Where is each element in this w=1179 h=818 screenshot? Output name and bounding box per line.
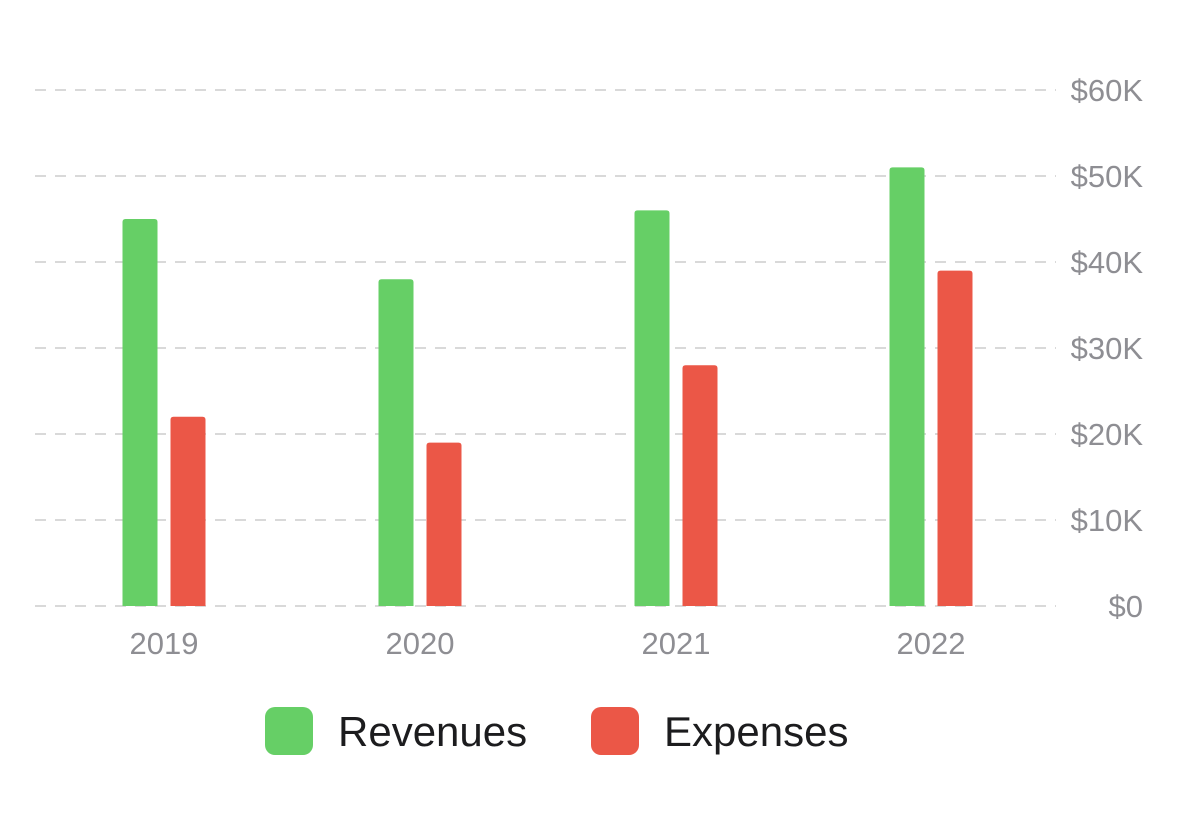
bar-expenses-2021 bbox=[682, 365, 718, 606]
x-axis-tick-labels: 2019 2020 2021 2022 bbox=[130, 626, 966, 661]
bar-revenues-2019 bbox=[122, 219, 158, 606]
bar-expenses-2019 bbox=[170, 416, 206, 606]
bar-expenses-2022 bbox=[937, 270, 973, 606]
bars bbox=[122, 167, 973, 606]
legend-swatch bbox=[591, 707, 639, 755]
y-tick-label: $40K bbox=[1071, 245, 1144, 280]
y-tick-label: $20K bbox=[1071, 417, 1144, 452]
bar-revenues-2020 bbox=[378, 279, 414, 606]
y-tick-label: $60K bbox=[1071, 73, 1144, 108]
bar-revenues-2021 bbox=[634, 210, 670, 606]
legend-item-revenues: Revenues bbox=[265, 707, 527, 755]
y-tick-label: $30K bbox=[1071, 331, 1144, 366]
legend-item-expenses: Expenses bbox=[591, 707, 848, 755]
y-tick-label: $10K bbox=[1071, 503, 1144, 538]
x-tick-label: 2021 bbox=[642, 626, 711, 661]
y-tick-label: $50K bbox=[1071, 159, 1144, 194]
legend-label: Expenses bbox=[664, 708, 848, 755]
x-tick-label: 2020 bbox=[386, 626, 455, 661]
y-axis-tick-labels: $0 $10K $20K $30K $40K $50K $60K bbox=[1071, 73, 1144, 624]
legend-swatch bbox=[265, 707, 313, 755]
x-tick-label: 2022 bbox=[897, 626, 966, 661]
y-tick-label: $0 bbox=[1109, 589, 1143, 624]
legend: Revenues Expenses bbox=[265, 707, 848, 755]
legend-label: Revenues bbox=[338, 708, 527, 755]
bar-expenses-2020 bbox=[426, 442, 462, 606]
bar-revenues-2022 bbox=[889, 167, 925, 606]
x-tick-label: 2019 bbox=[130, 626, 199, 661]
